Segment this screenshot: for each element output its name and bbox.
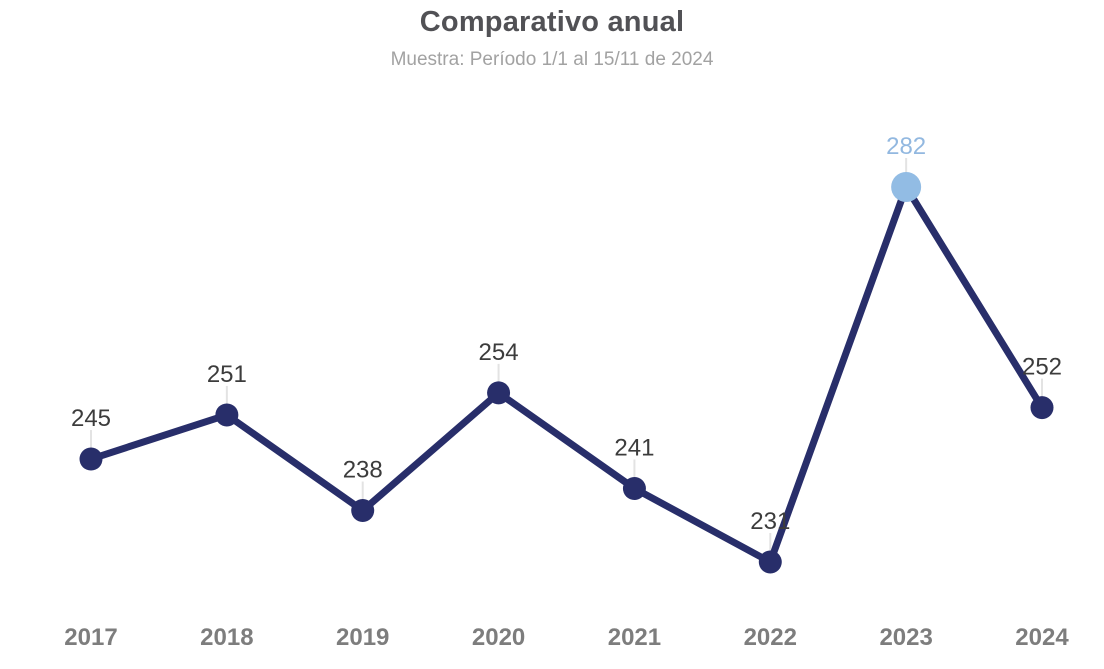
value-label-2023: 282 — [886, 133, 926, 160]
value-label-2018: 251 — [207, 361, 247, 388]
data-point-2020[interactable] — [487, 381, 511, 405]
x-axis-label-2023: 2023 — [879, 624, 932, 651]
value-label-2021: 241 — [614, 434, 654, 461]
value-label-2024: 252 — [1022, 354, 1062, 381]
x-axis-label-2019: 2019 — [336, 624, 389, 651]
value-label-2019: 238 — [343, 457, 383, 484]
trend-line — [87, 183, 1046, 566]
data-point-2019[interactable] — [351, 499, 375, 523]
chart-title: Comparativo anual — [419, 6, 685, 38]
value-label-2017: 245 — [71, 405, 111, 432]
x-axis-label-2024: 2024 — [1015, 624, 1069, 651]
data-point-2023[interactable] — [891, 171, 922, 202]
data-point-2017[interactable] — [79, 447, 103, 471]
value-label-2022: 231 — [750, 508, 790, 535]
x-axis-label-2020: 2020 — [472, 624, 525, 651]
data-point-2021[interactable] — [622, 476, 646, 500]
chart-header: Comparativo anual Muestra: Período 1/1 a… — [0, 0, 1104, 71]
value-label-2020: 254 — [479, 339, 519, 366]
x-axis-label-2022: 2022 — [744, 624, 797, 651]
x-axis-label-2021: 2021 — [608, 624, 661, 651]
data-point-2022[interactable] — [758, 550, 782, 574]
data-point-2018[interactable] — [215, 403, 239, 427]
data-point-2024[interactable] — [1030, 396, 1054, 420]
chart-subtitle: Muestra: Período 1/1 al 15/11 de 2024 — [390, 49, 714, 70]
x-axis-label-2017: 2017 — [64, 624, 117, 651]
x-axis-label-2018: 2018 — [200, 624, 253, 651]
